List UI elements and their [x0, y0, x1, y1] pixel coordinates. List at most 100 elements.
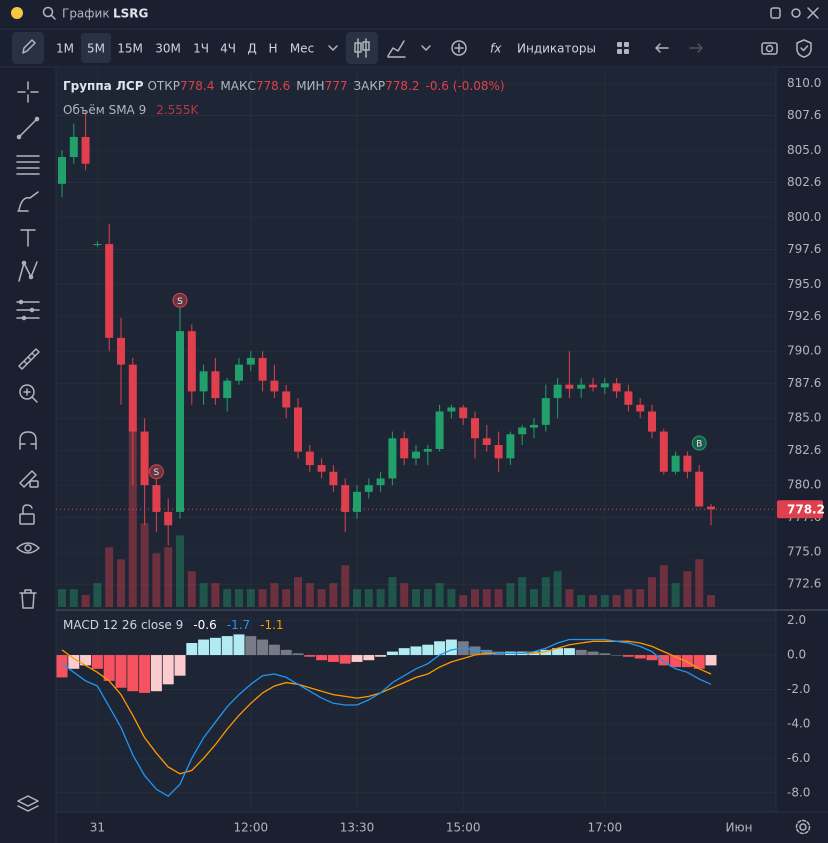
macd-histogram-bar: [575, 649, 587, 656]
candle-body: [518, 427, 527, 435]
window-controls[interactable]: [770, 7, 819, 19]
price-legend: Группа ЛСР ОТКР778.4 МАКС778.6 МИН777 ЗАКР77…: [63, 79, 505, 93]
candle-body: [246, 357, 255, 365]
volume-bar: [494, 589, 503, 607]
layout-icon[interactable]: [617, 42, 629, 54]
volume-bar: [211, 583, 220, 607]
trade-marker: [172, 292, 188, 308]
active-interval[interactable]: [81, 33, 111, 63]
candle-body: [412, 451, 420, 459]
y-tick-label: 772.6: [787, 577, 821, 591]
macd-histogram-bar: [611, 655, 623, 656]
interval-button[interactable]: 15M: [117, 42, 143, 56]
volume-bar: [376, 589, 385, 607]
macd-histogram-bar: [245, 636, 257, 656]
area-icon[interactable]: [387, 40, 406, 58]
macd-histogram-bar: [339, 655, 351, 664]
macd-histogram-bar: [127, 655, 139, 692]
volume-bar: [270, 583, 279, 607]
macd-histogram-bar: [658, 655, 670, 666]
plot-area: [56, 68, 776, 812]
fx-icon[interactable]: fx: [490, 42, 502, 56]
macd-histogram-bar: [622, 655, 634, 657]
y-tick-label: 790.0: [787, 344, 821, 358]
draw-button[interactable]: [12, 32, 44, 64]
camera-icon[interactable]: [761, 42, 778, 55]
volume-bar: [506, 583, 515, 607]
candle-body: [211, 371, 220, 399]
candle-body: [117, 337, 125, 365]
macd-histogram-bar: [233, 634, 245, 656]
y-tick-label: -4.0: [787, 716, 810, 730]
redo-icon[interactable]: [689, 43, 703, 53]
legend-value: 778.4: [180, 79, 214, 93]
volume-legend: Объём SMA 9 2.555K: [63, 103, 200, 117]
macd-histogram-bar: [670, 655, 682, 668]
candle-body: [506, 434, 515, 459]
candle-body: [612, 383, 621, 392]
ticker[interactable]: LSRG: [113, 7, 148, 21]
macd-histogram-bar: [681, 655, 693, 668]
macd-histogram-bar: [162, 655, 174, 685]
pencil-icon[interactable]: [22, 39, 36, 54]
candles-button[interactable]: [346, 32, 378, 64]
undo-icon[interactable]: [655, 43, 669, 53]
volume-bar: [695, 559, 704, 607]
instrument-name: Группа ЛСР: [63, 79, 144, 93]
trade-marker-label: S: [177, 297, 183, 307]
y-tick-label: 0.0: [787, 648, 806, 662]
macd-histogram-bar: [280, 649, 292, 656]
candle-body: [353, 491, 361, 512]
window-dot[interactable]: [11, 7, 23, 19]
interval-button[interactable]: 5M: [87, 42, 105, 56]
y-tick-label: 2.0: [787, 613, 806, 627]
volume-bar: [164, 547, 173, 607]
candle-body: [199, 371, 208, 392]
shield-icon[interactable]: [796, 39, 812, 58]
volume-bar: [683, 571, 692, 607]
candle-body: [671, 455, 680, 472]
legend-label: MACD 12 26 close 9: [63, 618, 183, 632]
macd-histogram-bar: [386, 651, 398, 656]
volume-bar: [530, 589, 538, 607]
settings-icon[interactable]: [795, 819, 811, 835]
chevron[interactable]: [421, 45, 431, 51]
interval-button[interactable]: 30M: [155, 42, 181, 56]
add-icon[interactable]: [451, 40, 467, 56]
candle-body: [695, 471, 704, 507]
volume-bar: [105, 547, 114, 607]
volume-bar: [317, 589, 326, 607]
sidebar-tools[interactable]: [16, 81, 40, 812]
trade-marker-label: S: [154, 468, 160, 478]
y-tick-label: 795.0: [787, 277, 821, 291]
search-icon[interactable]: [42, 6, 56, 20]
volume-bar: [282, 589, 291, 607]
interval-button[interactable]: 4Ч: [220, 42, 236, 56]
candles-icon[interactable]: [354, 38, 370, 58]
volume-bar: [707, 595, 715, 607]
macd-histogram-bar: [316, 655, 328, 661]
macd-histogram-bar: [422, 644, 434, 656]
interval-button[interactable]: Д: [247, 42, 256, 56]
interval-button[interactable]: Мес: [290, 42, 314, 56]
volume-bar: [152, 553, 161, 607]
interval-button[interactable]: 1M: [56, 42, 74, 56]
macd-legend: MACD 12 26 close 9 -0.6 -1.7 -1.1: [63, 618, 284, 632]
interval-button[interactable]: Н: [268, 42, 277, 56]
candle-body: [294, 407, 302, 452]
candle-body: [105, 244, 114, 338]
macd-histogram-bar: [115, 655, 127, 688]
macd-histogram-bar: [139, 655, 151, 693]
volume-bar: [589, 595, 597, 607]
candle-body: [364, 485, 373, 492]
candle-body: [93, 244, 102, 246]
window-title: График: [62, 7, 110, 21]
chevron[interactable]: [328, 45, 338, 51]
candle-body: [577, 384, 586, 389]
candle-body: [81, 136, 90, 164]
candle-body: [140, 431, 149, 486]
candle-body: [258, 357, 267, 381]
interval-button[interactable]: 1Ч: [193, 42, 209, 56]
indicators-button[interactable]: Индикаторы: [517, 42, 596, 56]
